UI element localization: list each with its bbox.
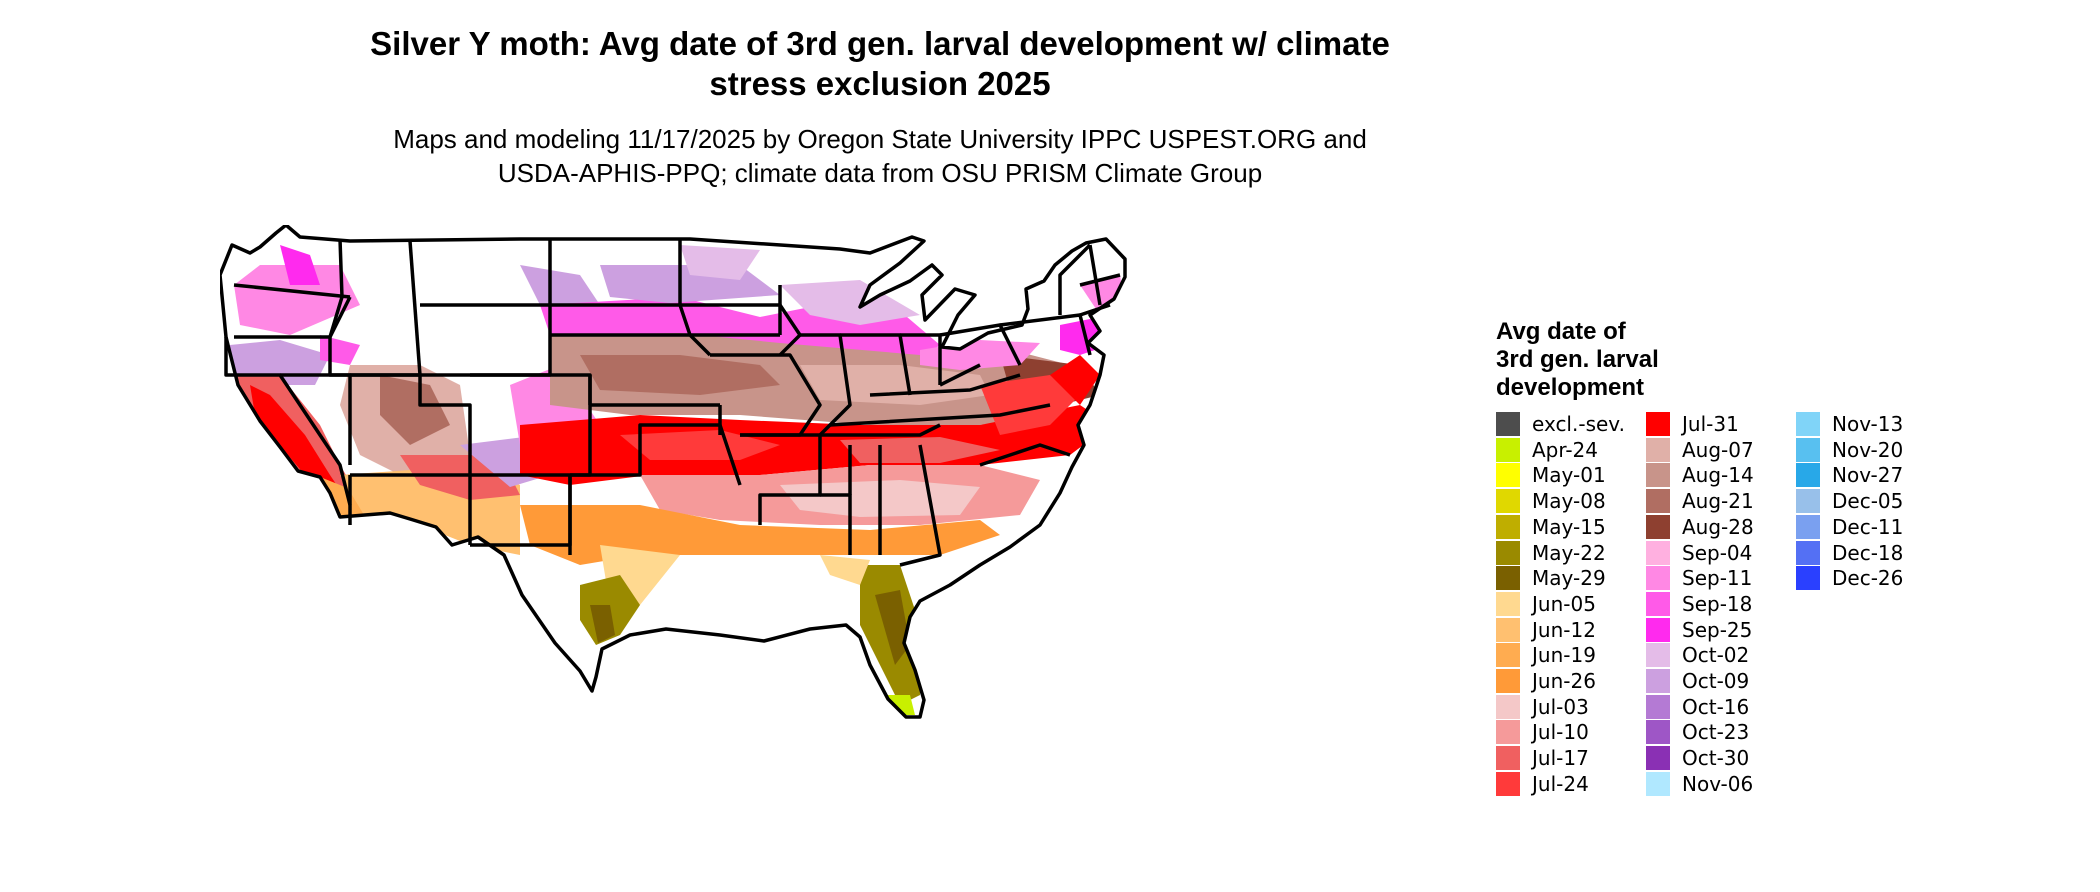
state-boundaries	[220, 225, 1127, 719]
legend-swatch	[1496, 437, 1520, 462]
legend-swatch	[1496, 489, 1520, 514]
legend-label: Jun-26	[1532, 669, 1596, 693]
legend-label: May-15	[1532, 514, 1606, 539]
legend-swatch	[1646, 694, 1670, 719]
legend-swatch	[1496, 771, 1520, 796]
legend-label: May-08	[1532, 489, 1606, 514]
legend-label: Dec-18	[1832, 540, 1904, 565]
legend-label: Nov-20	[1832, 437, 1904, 462]
legend-swatch	[1496, 617, 1520, 642]
legend-swatch	[1646, 617, 1670, 642]
legend-swatch	[1496, 643, 1520, 668]
legend-swatch	[1646, 746, 1670, 771]
legend-swatch	[1646, 566, 1670, 591]
legend-swatch	[1646, 412, 1670, 436]
legend-swatch	[1646, 591, 1670, 616]
legend-label: Aug-28	[1682, 514, 1754, 539]
legend-label: Sep-04	[1682, 540, 1753, 565]
legend-swatch	[1646, 437, 1670, 462]
legend-label: Jul-03	[1532, 694, 1589, 719]
legend-swatch	[1496, 694, 1520, 719]
legend-label: Sep-11	[1682, 566, 1753, 591]
legend-swatch	[1646, 489, 1670, 514]
legend-label: Jul-31	[1682, 412, 1739, 436]
legend-swatch	[1496, 566, 1520, 591]
legend-label: Oct-30	[1682, 746, 1750, 771]
legend-label: Oct-23	[1682, 720, 1750, 745]
legend-swatch	[1646, 669, 1670, 693]
legend-swatch	[1496, 669, 1520, 693]
development-date-raster	[220, 225, 1125, 717]
legend-swatch	[1496, 412, 1520, 436]
legend-label: Jun-19	[1532, 643, 1596, 668]
legend-swatch	[1796, 463, 1820, 488]
legend-label: Aug-21	[1682, 489, 1754, 514]
legend-label: Oct-02	[1682, 643, 1750, 668]
legend-swatch	[1796, 514, 1820, 539]
legend-label: Oct-16	[1682, 694, 1750, 719]
legend-label: Oct-09	[1682, 669, 1750, 693]
legend-label: Jun-12	[1532, 617, 1596, 642]
legend-label: Jun-05	[1532, 591, 1596, 616]
legend-swatch	[1646, 514, 1670, 539]
map-subtitle: Maps and modeling 11/17/2025 by Oregon S…	[393, 124, 1367, 188]
legend-label: Dec-26	[1832, 566, 1904, 591]
legend-label: Sep-18	[1682, 591, 1753, 616]
legend-swatch	[1796, 540, 1820, 565]
legend-title: Avg date of 3rd gen. larval development	[1496, 318, 1659, 401]
legend-swatch	[1646, 720, 1670, 745]
legend-label: Jul-17	[1532, 746, 1589, 771]
legend-swatch	[1796, 437, 1820, 462]
legend-label: Aug-14	[1682, 463, 1754, 488]
legend-swatch	[1646, 771, 1670, 796]
legend-label: excl.-sev.	[1532, 412, 1625, 436]
legend-label: Apr-24	[1532, 437, 1598, 462]
legend-swatch	[1496, 514, 1520, 539]
legend-swatch	[1646, 463, 1670, 488]
legend-swatch	[1796, 566, 1820, 591]
legend-label: Jul-24	[1532, 771, 1589, 796]
legend-swatch	[1496, 746, 1520, 771]
legend-label: Dec-11	[1832, 514, 1904, 539]
us-map	[220, 225, 1470, 890]
legend-label: Nov-27	[1832, 463, 1904, 488]
legend-label: May-01	[1532, 463, 1606, 488]
legend-swatch	[1646, 540, 1670, 565]
legend-label: Jul-10	[1532, 720, 1589, 745]
legend-swatch	[1496, 463, 1520, 488]
legend-label: Nov-13	[1832, 412, 1904, 436]
legend-swatch	[1796, 412, 1820, 436]
legend-swatch	[1646, 643, 1670, 668]
legend-label: May-22	[1532, 540, 1606, 565]
legend-label: Sep-25	[1682, 617, 1753, 642]
us-map-canvas	[220, 225, 1127, 719]
legend-swatch	[1496, 720, 1520, 745]
legend-label: Aug-07	[1682, 437, 1754, 462]
legend-label: Nov-06	[1682, 771, 1754, 796]
legend-label: May-29	[1532, 566, 1606, 591]
legend-swatch	[1796, 489, 1820, 514]
map-title: Silver Y moth: Avg date of 3rd gen. larv…	[370, 25, 1390, 102]
legend-swatch	[1496, 540, 1520, 565]
legend: Avg date of 3rd gen. larval development …	[1496, 318, 1916, 798]
legend-swatch	[1496, 591, 1520, 616]
legend-label: Dec-05	[1832, 489, 1904, 514]
